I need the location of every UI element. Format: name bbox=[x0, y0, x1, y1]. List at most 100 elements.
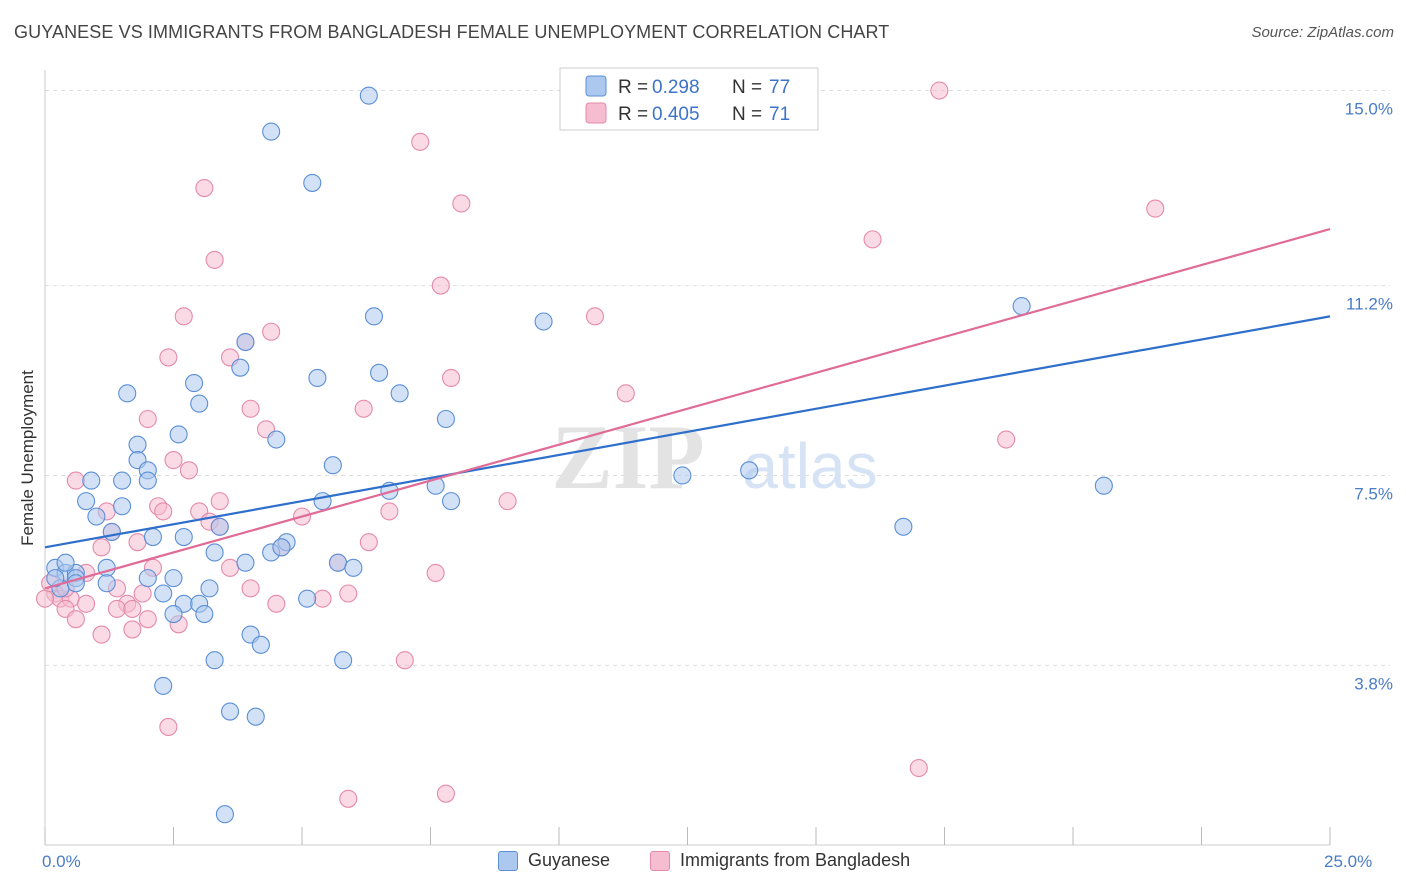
guyanese-point bbox=[323, 456, 342, 475]
bangladesh-point bbox=[262, 322, 281, 341]
guyanese-point bbox=[298, 589, 317, 608]
bangladesh-point bbox=[123, 620, 142, 639]
bangladesh-point bbox=[220, 558, 240, 577]
series-legend: Guyanese Immigrants from Bangladesh bbox=[0, 850, 1406, 880]
bangladesh-point bbox=[354, 399, 373, 418]
watermark: ZIP atlas bbox=[551, 406, 877, 508]
bangladesh-point bbox=[205, 250, 224, 269]
bangladesh-point bbox=[339, 584, 358, 603]
guyanese-point bbox=[215, 805, 234, 824]
bangladesh-point bbox=[164, 451, 183, 470]
guyanese-point bbox=[328, 553, 348, 572]
bangladesh-point bbox=[863, 230, 882, 249]
guyanese-point bbox=[308, 368, 327, 387]
series-guyanese-points bbox=[46, 86, 1113, 824]
guyanese-point bbox=[231, 358, 250, 377]
guyanese-point bbox=[313, 492, 332, 511]
y-tick-label: 11.2% bbox=[1346, 295, 1393, 314]
y-tick-label: 7.5% bbox=[1354, 484, 1393, 503]
correlation-legend: R = 0.298 N = 77 R = 0.405 N = 71 bbox=[559, 67, 819, 131]
guyanese-point bbox=[174, 528, 193, 547]
legend-swatch-pink bbox=[585, 102, 607, 124]
bangladesh-point bbox=[66, 610, 85, 629]
guyanese-point bbox=[210, 517, 229, 536]
guyanese-point bbox=[220, 702, 240, 721]
guyanese-point bbox=[359, 86, 378, 105]
guyanese-point bbox=[190, 394, 209, 413]
guyanese-point bbox=[195, 604, 214, 624]
bangladesh-point bbox=[92, 625, 111, 644]
bangladesh-point bbox=[585, 307, 605, 326]
bangladesh-point bbox=[267, 594, 286, 613]
guyanese-point bbox=[118, 384, 137, 403]
guyanese-point bbox=[894, 517, 913, 536]
legend-r-label-1: R = bbox=[618, 77, 648, 98]
guyanese-point bbox=[1094, 476, 1113, 495]
bangladesh-point bbox=[133, 584, 152, 603]
legend-item-guyanese: Guyanese bbox=[498, 850, 610, 871]
guyanese-point bbox=[56, 553, 75, 572]
legend-n-value-2: 71 bbox=[769, 104, 790, 125]
bangladesh-point bbox=[179, 461, 198, 480]
bangladesh-point bbox=[997, 430, 1016, 449]
y-tick-label: 3.8% bbox=[1354, 674, 1393, 693]
watermark-atlas: atlas bbox=[742, 430, 877, 502]
bangladesh-point bbox=[35, 589, 55, 608]
bangladesh-point bbox=[92, 538, 111, 557]
bangladesh-point bbox=[498, 492, 517, 511]
bangladesh-point bbox=[411, 132, 430, 151]
bangladesh-point bbox=[138, 610, 157, 629]
bangladesh-point bbox=[616, 384, 635, 403]
bangladesh-point bbox=[77, 594, 96, 613]
bangladesh-point bbox=[159, 348, 178, 367]
guyanese-point bbox=[334, 651, 353, 670]
trend-lines bbox=[44, 228, 1331, 590]
guyanese-point bbox=[138, 471, 157, 490]
chart-title: GUYANESE VS IMMIGRANTS FROM BANGLADESH F… bbox=[14, 22, 890, 42]
bangladesh-point bbox=[930, 81, 949, 100]
axes bbox=[44, 70, 1331, 846]
guyanese-point bbox=[205, 543, 224, 562]
guyanese-point bbox=[169, 425, 188, 444]
legend-swatch-blue bbox=[585, 75, 607, 97]
legend-n-label-2: N = bbox=[732, 104, 762, 125]
legend-swatch-guyanese bbox=[498, 850, 518, 871]
guyanese-point bbox=[113, 497, 132, 516]
bangladesh-point bbox=[909, 758, 928, 778]
trend-line-guyanese bbox=[44, 315, 1331, 549]
guyanese-point bbox=[267, 430, 286, 449]
guyanese-point bbox=[303, 173, 322, 192]
guyanese-point bbox=[200, 579, 219, 598]
bangladesh-point bbox=[395, 651, 414, 670]
guyanese-point bbox=[370, 363, 389, 382]
trend-line-bangladesh bbox=[44, 228, 1331, 590]
guyanese-point bbox=[246, 707, 265, 726]
bangladesh-point bbox=[195, 178, 214, 198]
bangladesh-point bbox=[154, 502, 173, 521]
legend-label-bangladesh: Immigrants from Bangladesh bbox=[680, 850, 911, 870]
guyanese-point bbox=[185, 374, 204, 393]
bangladesh-point bbox=[66, 471, 85, 490]
bangladesh-point bbox=[241, 579, 260, 598]
guyanese-point bbox=[154, 584, 173, 603]
guyanese-point bbox=[442, 492, 461, 511]
guyanese-point bbox=[113, 471, 132, 490]
bangladesh-point bbox=[452, 194, 471, 213]
bangladesh-point bbox=[210, 492, 229, 511]
bangladesh-point bbox=[107, 599, 127, 618]
legend-n-label-1: N = bbox=[732, 77, 762, 98]
source-label: Source: ZipAtlas.com bbox=[1251, 24, 1394, 41]
bangladesh-point bbox=[380, 502, 399, 521]
guyanese-point bbox=[164, 569, 183, 588]
guyanese-point bbox=[272, 538, 291, 557]
bangladesh-point bbox=[128, 533, 147, 552]
guyanese-point bbox=[164, 604, 183, 624]
bangladesh-point bbox=[313, 589, 332, 608]
y-tick-label: 15.0% bbox=[1345, 100, 1393, 119]
bangladesh-point bbox=[174, 307, 193, 326]
guyanese-point bbox=[77, 492, 96, 511]
legend-r-value-1: 0.298 bbox=[652, 77, 700, 98]
guyanese-point bbox=[364, 307, 384, 326]
legend-item-bangladesh: Immigrants from Bangladesh bbox=[650, 850, 910, 871]
